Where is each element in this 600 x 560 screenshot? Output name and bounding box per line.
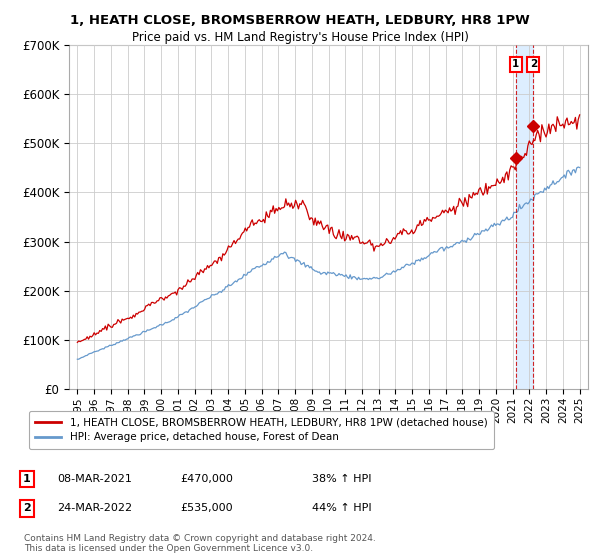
Text: 2: 2 [530,59,537,69]
Text: 1: 1 [23,474,31,484]
Text: Price paid vs. HM Land Registry's House Price Index (HPI): Price paid vs. HM Land Registry's House … [131,31,469,44]
Text: 08-MAR-2021: 08-MAR-2021 [57,474,132,484]
Text: 38% ↑ HPI: 38% ↑ HPI [312,474,371,484]
Text: 1, HEATH CLOSE, BROMSBERROW HEATH, LEDBURY, HR8 1PW: 1, HEATH CLOSE, BROMSBERROW HEATH, LEDBU… [70,14,530,27]
Text: Contains HM Land Registry data © Crown copyright and database right 2024.
This d: Contains HM Land Registry data © Crown c… [24,534,376,553]
Text: £470,000: £470,000 [180,474,233,484]
Text: £535,000: £535,000 [180,503,233,514]
Text: 2: 2 [23,503,31,514]
Bar [516,45,533,389]
Text: 44% ↑ HPI: 44% ↑ HPI [312,503,371,514]
Text: 1: 1 [512,59,520,69]
Legend: 1, HEATH CLOSE, BROMSBERROW HEATH, LEDBURY, HR8 1PW (detached house), HPI: Avera: 1, HEATH CLOSE, BROMSBERROW HEATH, LEDBU… [29,411,494,449]
Text: 24-MAR-2022: 24-MAR-2022 [57,503,132,514]
